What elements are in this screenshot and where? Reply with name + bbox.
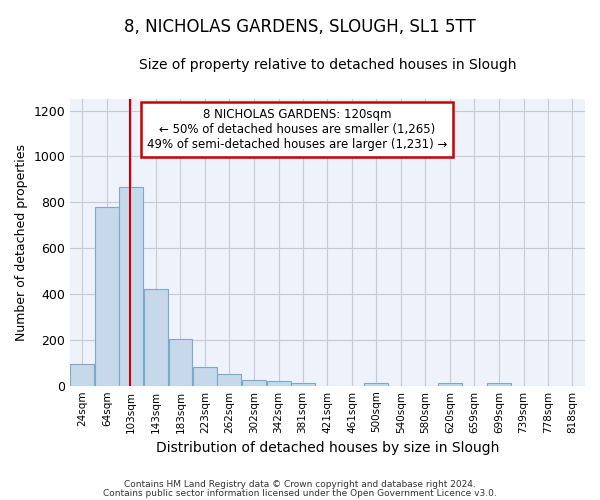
Bar <box>242 380 266 386</box>
Bar <box>144 290 168 386</box>
Bar <box>70 364 94 386</box>
Bar <box>169 338 193 386</box>
Title: Size of property relative to detached houses in Slough: Size of property relative to detached ho… <box>139 58 517 71</box>
Bar <box>266 380 290 386</box>
Text: 8, NICHOLAS GARDENS, SLOUGH, SL1 5TT: 8, NICHOLAS GARDENS, SLOUGH, SL1 5TT <box>124 18 476 36</box>
Bar <box>95 207 119 386</box>
Text: Contains HM Land Registry data © Crown copyright and database right 2024.: Contains HM Land Registry data © Crown c… <box>124 480 476 489</box>
Bar <box>438 383 462 386</box>
Bar <box>364 384 388 386</box>
Text: Contains public sector information licensed under the Open Government Licence v3: Contains public sector information licen… <box>103 488 497 498</box>
Bar <box>487 384 511 386</box>
Y-axis label: Number of detached properties: Number of detached properties <box>15 144 28 341</box>
Bar <box>291 384 314 386</box>
Bar <box>193 366 217 386</box>
Bar <box>217 374 241 386</box>
X-axis label: Distribution of detached houses by size in Slough: Distribution of detached houses by size … <box>156 441 499 455</box>
Text: 8 NICHOLAS GARDENS: 120sqm
← 50% of detached houses are smaller (1,265)
49% of s: 8 NICHOLAS GARDENS: 120sqm ← 50% of deta… <box>146 108 447 150</box>
Bar <box>119 188 143 386</box>
